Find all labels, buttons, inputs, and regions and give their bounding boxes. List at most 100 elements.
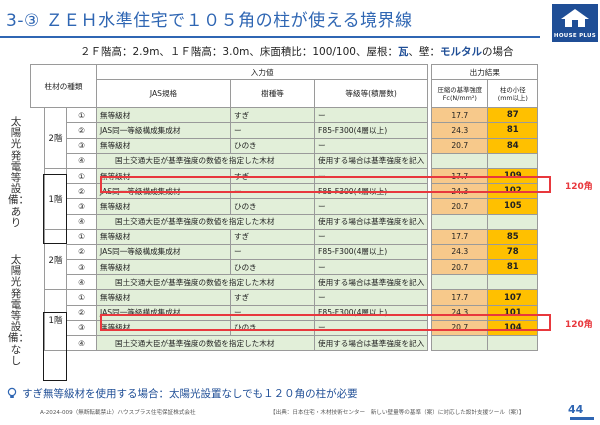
spacer-cell [427,198,432,214]
row-number: ① [66,107,97,124]
footer-copyright: A-2024-009（無断転載禁止）ハウスプラス住宅保証株式会社 [40,410,196,416]
strength-empty-cell [431,213,489,230]
header-min-column-unit: (mm以上) [497,93,528,102]
grade-cell: ー [313,137,429,154]
grade-cell: ー [313,259,429,276]
table-row: ④ 国土交通大臣が基準強度の数値を指定した木材 使用する場合は基準強度を記入 [31,213,539,230]
group-label-solar-yes: 太陽光発電等設備：あり [8,116,29,229]
table-row: ④ 国土交通大臣が基準強度の数値を指定した木材 使用する場合は基準強度を記入 [31,334,539,352]
min-column-value: 81 [487,259,539,276]
row-number: ④ [66,274,97,291]
strength-value: 24.3 [431,243,489,261]
min-column-value: 81 [487,122,539,139]
jas-cell: 無等級材 [96,107,231,124]
spacer-cell [427,214,432,230]
min-column-value: 105 [487,198,539,215]
table-row: ② JAS同一等級構成集成材ー F85-F300(4層以上) 24.3 78 [31,243,539,261]
header-jas: JAS規格 [96,79,231,109]
strength-value: 24.3 [431,122,489,139]
row-number: ② [66,122,97,139]
spacer-cell [427,229,432,245]
row-number: ③ [66,259,97,276]
group-label-cell [30,229,45,351]
strength-value: 20.7 [431,137,489,154]
group-label-cell [30,107,45,230]
floor-label: 1階 [44,289,67,352]
min-column-empty-cell [487,334,539,352]
title-divider [0,36,540,38]
min-column-value: 84 [487,137,539,154]
min-column-empty-cell [487,152,539,169]
grade-cell: ー [313,319,429,337]
table-row: ③ 無等級材 ひのきー 20.7 81 [31,259,539,276]
species-cell: ひのき [230,198,315,215]
floor-label: 2階 [44,107,67,169]
special-timber-note: 国土交通大臣が基準強度の数値を指定した木材 [96,334,315,352]
callout-120: 120角 [565,320,593,330]
row-number: ① [66,167,97,185]
strength-value: 20.7 [431,198,489,215]
header-min-column: 柱の小径 (mm以上) [487,79,539,109]
group-label-solar-no: 太陽光発電等設備：なし [8,254,29,367]
callout-120: 120角 [565,182,593,192]
species-cell: ひのき [230,319,315,337]
min-column-value: 107 [487,289,539,306]
special-timber-note: 国土交通大臣が基準強度の数値を指定した木材 [96,152,315,169]
special-timber-note: 国土交通大臣が基準強度の数値を指定した木材 [96,274,315,291]
strength-value: 24.3 [431,304,489,321]
table-row: 2階 ① 無等級材 すぎー 17.7 85 [30,228,539,351]
header-row: 柱材の種類 入力値 出力結果 [30,63,539,109]
table-row: 2階 ① 無等級材 すぎー 17.7 87 [30,107,539,230]
table-row: ④ 国土交通大臣が基準強度の数値を指定した木材 使用する場合は基準強度を記入 [31,274,539,291]
spacer-cell [427,274,432,290]
row-number: ③ [66,319,97,337]
house-icon [561,9,589,27]
row-number: ① [66,228,97,245]
spacer-cell [427,107,432,123]
table-row: ② JAS同一等級構成集成材ー F85-F300(4層以上) 24.3 81 [31,122,539,139]
tip-text: すぎ無等級材を使用する場合：太陽光設置なしでも１２０角の柱が必要 [22,388,358,400]
grade-cell: ー [313,228,429,245]
jas-cell: JAS同一等級構成集成材 [96,243,231,261]
row-number: ② [66,304,97,321]
row-number: ③ [66,137,97,154]
species-cell: ー [230,304,315,321]
row-number: ④ [66,152,97,169]
grade-cell: 使用する場合は基準強度を記入 [313,213,429,230]
spacer-cell [427,153,432,169]
header-species: 樹種等 [230,79,315,109]
table-row: ③ 無等級材 ひのきー 20.7 84 [31,137,539,154]
header-output: 出力結果 [431,63,539,81]
jas-cell: 無等級材 [96,289,231,306]
spacer-cell [427,79,432,108]
species-cell: すぎ [230,289,315,306]
spacer-cell [427,305,432,321]
header-member-type: 柱材の種類 [30,63,97,109]
header-strength-unit: Fc(N/mm²) [442,93,477,102]
row-number: ① [66,289,97,306]
strength-empty-cell [431,152,489,169]
grade-cell: ー [313,198,429,215]
species-cell: すぎ [230,107,315,124]
special-timber-note: 国土交通大臣が基準強度の数値を指定した木材 [96,213,315,230]
spacer-cell [427,122,432,139]
header-input: 入力値 [95,63,429,81]
strength-empty-cell [431,274,489,291]
row-number: ④ [66,213,97,230]
header-row: JAS規格 樹種等 等級等(積層数) 圧縮の基準強度 Fc(N/mm²) 柱の小径 (mm以… [31,79,539,109]
floor1-highlight-box [43,174,67,244]
grade-cell: 使用する場合は基準強度を記入 [313,334,429,352]
table-row: ② JAS同一等級構成集成材ー F85-F300(4層以上) 24.3 101 [31,304,539,321]
spacer-cell [427,138,432,154]
spacer-cell [427,289,432,306]
row-number: ③ [66,198,97,215]
min-column-value: 78 [487,243,539,261]
jas-cell: 無等級材 [96,198,231,215]
table-row: 1階 ① 無等級材 すぎー 17.7 107 [31,289,539,352]
grade-cell: F85-F300(4層以上) [313,122,429,139]
grade-cell: 使用する場合は基準強度を記入 [313,274,429,291]
jas-cell: 無等級材 [96,228,231,245]
spacer-cell [427,335,432,351]
table-row: ③ 無等級材 ひのきー 20.7 104 [31,319,539,337]
row-number: ② [66,243,97,261]
